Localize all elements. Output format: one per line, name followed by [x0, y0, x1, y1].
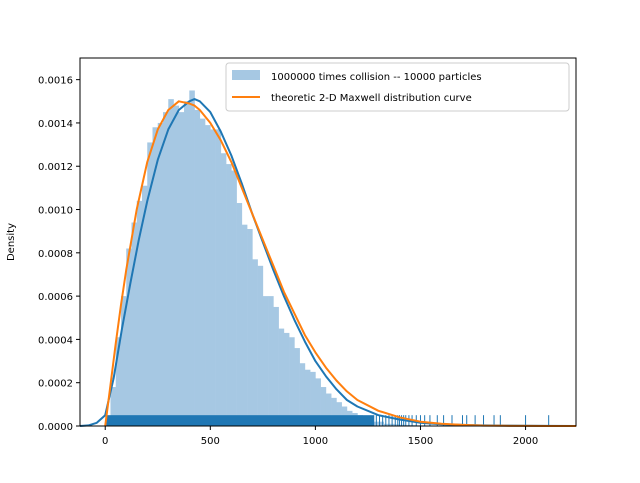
histogram-bar	[221, 153, 227, 426]
histogram-bar	[237, 203, 243, 426]
histogram-bar	[247, 229, 253, 426]
histogram-bar	[174, 106, 180, 426]
histogram-bar	[168, 99, 174, 426]
histogram-bar	[258, 266, 264, 426]
histogram-bar	[200, 119, 206, 426]
y-tick-label: 0.0010	[38, 206, 73, 217]
histogram-bar	[179, 112, 185, 426]
histogram-bar	[210, 129, 216, 426]
histogram-bar	[205, 125, 211, 426]
y-tick-label: 0.0002	[38, 379, 73, 390]
x-axis: 0 500 1000 1500 2000	[102, 426, 538, 447]
histogram-bar	[195, 110, 201, 426]
legend-patch-histogram	[232, 70, 260, 80]
y-tick-label: 0.0016	[38, 76, 73, 87]
histogram-bar	[252, 259, 258, 426]
legend-label-histogram: 1000000 times collision -- 10000 particl…	[271, 72, 482, 83]
histogram-bar	[268, 296, 274, 426]
plot-area	[80, 90, 576, 426]
histogram-bar	[184, 101, 190, 426]
histogram-bar	[242, 225, 248, 426]
histogram-bar	[294, 348, 300, 426]
x-tick-label: 2000	[513, 436, 538, 447]
legend: 1000000 times collision -- 10000 particl…	[226, 63, 569, 111]
rug-dense-band	[106, 415, 374, 426]
x-tick-label: 500	[201, 436, 220, 447]
histogram-bar	[226, 164, 232, 426]
x-tick-label: 0	[102, 436, 108, 447]
histogram-bar	[279, 329, 285, 426]
legend-label-theoretic: theoretic 2-D Maxwell distribution curve	[271, 93, 472, 104]
y-tick-label: 0.0014	[38, 119, 73, 130]
histogram-bar	[263, 296, 269, 426]
y-axis: 0.0000 0.0002 0.0004 0.0006 0.0008 0.0010 0.00…	[38, 76, 80, 433]
y-tick-label: 0.0008	[38, 249, 73, 260]
y-tick-label: 0.0004	[38, 335, 73, 346]
histogram-bar	[231, 171, 237, 426]
histogram-bar	[284, 333, 290, 426]
histogram-bar	[163, 112, 169, 426]
histogram-bar	[273, 307, 279, 426]
y-axis-label: Density	[6, 223, 17, 261]
histogram-bar	[189, 90, 195, 426]
y-tick-label: 0.0000	[38, 422, 73, 433]
x-tick-label: 1500	[408, 436, 433, 447]
x-tick-label: 1000	[303, 436, 328, 447]
histogram-bar	[216, 129, 222, 426]
histogram-bar	[158, 123, 164, 426]
histogram-bar	[289, 337, 295, 426]
y-tick-label: 0.0006	[38, 292, 73, 303]
y-tick-label: 0.0012	[38, 162, 73, 173]
